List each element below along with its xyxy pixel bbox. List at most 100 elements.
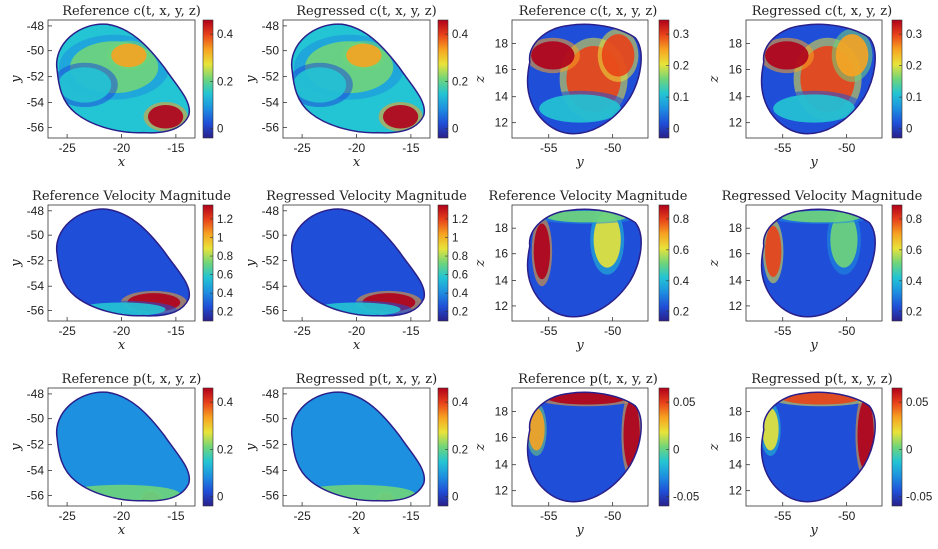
y-tick-label: 12 (495, 299, 509, 313)
y-tick-label: -54 (262, 279, 280, 293)
x-axis-label: x (118, 338, 126, 353)
y-axis-label: z (707, 259, 722, 267)
colorbar-tick-label: -0.05 (906, 492, 932, 504)
colorbar-tick-label: 0.6 (673, 245, 689, 257)
y-tick-label: -54 (27, 279, 45, 293)
colorbar-tick-label: 0.4 (452, 397, 469, 409)
x-tick-label: -15 (402, 509, 420, 523)
y-tick-label: 12 (495, 484, 509, 498)
y-tick-label: 16 (495, 247, 509, 261)
axes-box (511, 19, 649, 139)
x-axis-label: y (575, 338, 584, 353)
y-tick-label: -52 (262, 438, 280, 452)
x-axis-label: y (575, 155, 584, 170)
field-blob (761, 209, 876, 317)
y-tick-label: 12 (729, 484, 743, 498)
x-tick-label: -20 (113, 324, 131, 338)
x-tick-label: -55 (540, 324, 558, 338)
y-tick-label: 14 (729, 90, 743, 104)
x-tick-label: -55 (540, 141, 558, 155)
x-tick-label: -25 (58, 509, 76, 523)
field-spot (780, 210, 862, 223)
y-tick-label: 18 (729, 37, 743, 51)
y-axis-label: y (9, 75, 24, 84)
panel-p4: Regressed c(t, x, y, z) -55 -50 18 16 14 12 y z 0… (707, 4, 922, 170)
x-axis-label: x (353, 155, 361, 170)
colorbar-tick-label: 0 (217, 124, 223, 136)
colorbar-tick-label: 0 (217, 492, 223, 504)
panel-title: Regressed p(t, x, y, z) (296, 372, 437, 387)
y-tick-label: -56 (262, 304, 280, 318)
x-tick-label: -25 (293, 141, 311, 155)
y-axis-label: y (9, 443, 24, 452)
axes-box (511, 204, 649, 322)
y-tick-label: -56 (27, 304, 45, 318)
panel-p5: Reference Velocity Magnitude -25 -20 -15 -48… (9, 189, 234, 353)
x-tick-label: -20 (348, 324, 366, 338)
panel-title: Regressed p(t, x, y, z) (751, 372, 892, 387)
colorbar (437, 19, 449, 139)
y-tick-label: -48 (27, 204, 45, 218)
colorbar-tick-label: 0.4 (452, 288, 469, 300)
colorbar-tick-label: 0.2 (217, 444, 233, 456)
colorbar-tick-label: 1.2 (217, 214, 233, 226)
y-tick-label: 14 (495, 273, 509, 287)
field-spot (297, 484, 416, 501)
field-spot (546, 210, 628, 223)
field-spot (762, 408, 779, 451)
colorbar-tick-label: 0.1 (906, 92, 922, 104)
blob-outline (760, 23, 876, 135)
y-tick-label: -52 (27, 70, 45, 84)
colorbar (202, 19, 214, 139)
y-tick-label: 18 (495, 221, 509, 235)
y-tick-label: -54 (27, 464, 45, 478)
y-tick-label: -50 (262, 412, 280, 426)
blob-outline (526, 23, 642, 135)
colorbar-tick-label: 0.2 (452, 444, 468, 456)
colorbar-tick-label: 0.1 (673, 92, 689, 104)
x-tick-label: -25 (58, 141, 76, 155)
colorbar-tick-label: 0.6 (217, 270, 233, 282)
y-tick-label: -50 (27, 228, 45, 242)
colorbar-tick-label: 0.8 (673, 214, 689, 226)
axes-box (745, 204, 883, 322)
y-tick-label: 18 (729, 221, 743, 235)
colorbar (202, 387, 214, 507)
blob-outline (290, 208, 426, 317)
field-blob (761, 392, 876, 502)
colorbar-tick-label: 0.2 (452, 307, 468, 319)
y-tick-label: -50 (27, 44, 45, 58)
x-tick-label: -20 (113, 509, 131, 523)
field-spot (835, 34, 869, 77)
colorbar-tick-label: 0 (906, 124, 912, 136)
y-axis-label: y (244, 443, 259, 452)
colorbar (658, 204, 670, 322)
colorbar (658, 19, 670, 139)
y-tick-label: -50 (262, 228, 280, 242)
field-spot (111, 43, 147, 68)
x-tick-label: -50 (604, 509, 622, 523)
x-tick-label: -50 (604, 324, 622, 338)
x-tick-label: -20 (113, 141, 131, 155)
field-spot (773, 94, 855, 123)
panel-p9: Reference p(t, x, y, z) -25 -20 -15 -48 -50 -5… (9, 372, 234, 538)
y-tick-label: 16 (495, 431, 509, 445)
y-tick-label: -54 (262, 464, 280, 478)
colorbar-tick-label: 1 (217, 232, 223, 244)
panel-title: Regressed Velocity Magnitude (722, 189, 923, 204)
x-axis-label: x (118, 523, 126, 538)
y-tick-label: 18 (495, 405, 509, 419)
colorbar-tick-label: -0.05 (673, 492, 699, 504)
colorbar (891, 387, 903, 507)
field-spot (62, 484, 181, 501)
field-spot (58, 67, 112, 103)
colorbar-tick-label: 0.4 (217, 397, 234, 409)
blob-outline (290, 23, 426, 134)
axes-box (745, 19, 883, 139)
y-tick-label: 14 (495, 90, 509, 104)
y-tick-label: -48 (262, 387, 280, 401)
x-tick-label: -15 (402, 141, 420, 155)
colorbar-tick-label: 0.4 (906, 276, 923, 288)
x-tick-label: -55 (540, 509, 558, 523)
y-tick-label: -48 (27, 387, 45, 401)
